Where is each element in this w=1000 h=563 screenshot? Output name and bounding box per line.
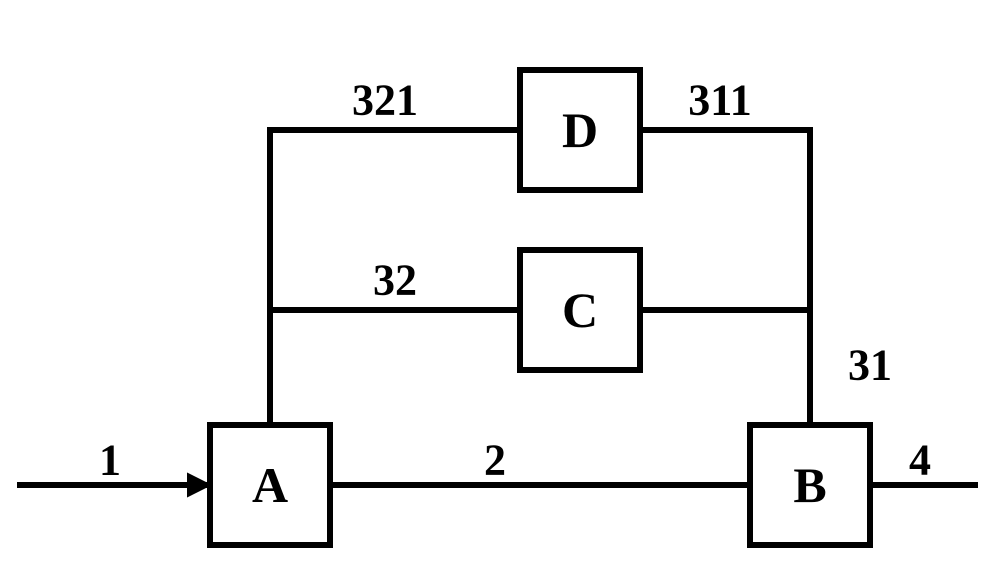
edge-line	[640, 130, 810, 310]
edge-label: 31	[848, 341, 892, 390]
node-label: A	[252, 457, 288, 513]
edge-line	[270, 310, 520, 425]
edge-e4: 4	[870, 436, 975, 486]
edge-e32: 32	[270, 256, 520, 426]
node-label: C	[562, 282, 598, 338]
edge-line	[640, 310, 810, 425]
node-B: B	[750, 425, 870, 545]
node-label: B	[793, 457, 826, 513]
edge-label: 4	[909, 436, 931, 485]
edge-label: 2	[484, 436, 506, 485]
edge-label: 321	[352, 76, 418, 125]
node-label: D	[562, 102, 598, 158]
edge-label: 1	[99, 436, 121, 485]
edge-label: 311	[688, 76, 752, 125]
edge-e2: 2	[330, 436, 750, 486]
node-A: A	[210, 425, 330, 545]
node-C: C	[520, 250, 640, 370]
edge-e311: 311	[640, 76, 810, 311]
node-D: D	[520, 70, 640, 190]
edge-e1: 1	[20, 436, 210, 486]
edge-e31: 31	[640, 310, 892, 425]
edge-label: 32	[373, 256, 417, 305]
